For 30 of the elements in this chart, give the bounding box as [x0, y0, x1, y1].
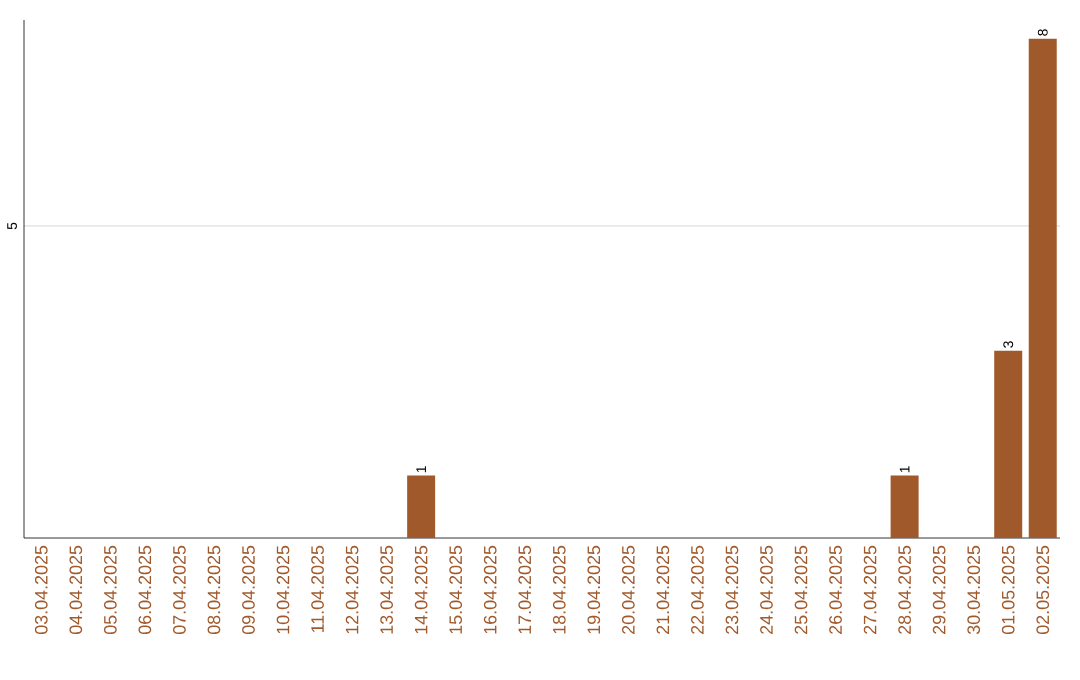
x-tick-label: 03.04.2025 — [34, 545, 48, 635]
x-tick-label: 17.04.2025 — [518, 545, 532, 634]
x-tick-label: 06.04.2025 — [138, 545, 152, 635]
x-tick-label: 02.05.2025 — [1036, 545, 1050, 635]
x-tick-label: 09.04.2025 — [242, 545, 255, 635]
x-tick-label: 25.04.2025 — [794, 545, 808, 634]
x-tick-label: 07.04.2025 — [173, 545, 186, 635]
x-tick-label: 27.04.2025 — [863, 545, 877, 634]
x-tick-label: 16.04.2025 — [483, 545, 497, 634]
x-tick-label: 15.04.2025 — [449, 545, 463, 634]
x-tick-label: 01.05.2025 — [1001, 545, 1015, 635]
x-tick-label: 28.04.2025 — [898, 545, 911, 634]
x-tick-label: 19.04.2025 — [587, 545, 601, 634]
x-tick-label: 11.04.2025 — [311, 545, 324, 633]
x-tick-label: 18.04.2025 — [552, 545, 566, 634]
x-tick-label: 14.04.2025 — [414, 545, 428, 634]
x-tick-label: 30.04.2025 — [967, 545, 981, 635]
x-tick-label: 26.04.2025 — [829, 545, 842, 634]
x-tick-label: 22.04.2025 — [691, 545, 704, 634]
x-tick-label: 21.04.2025 — [656, 545, 670, 634]
x-tick-label: 04.04.2025 — [69, 545, 83, 635]
x-tick-label: 13.04.2025 — [380, 545, 393, 634]
x-tick-label: 20.04.2025 — [621, 545, 635, 634]
x-tick-label: 08.04.2025 — [207, 545, 221, 635]
x-tick-label: 23.04.2025 — [725, 545, 739, 634]
x-tick-label: 05.04.2025 — [103, 545, 117, 635]
x-tick-label: 12.04.2025 — [345, 545, 359, 634]
x-tick-label: 24.04.2025 — [760, 545, 773, 634]
x-tick-label: 10.04.2025 — [276, 545, 290, 634]
x-tick-label: 29.04.2025 — [932, 545, 946, 634]
